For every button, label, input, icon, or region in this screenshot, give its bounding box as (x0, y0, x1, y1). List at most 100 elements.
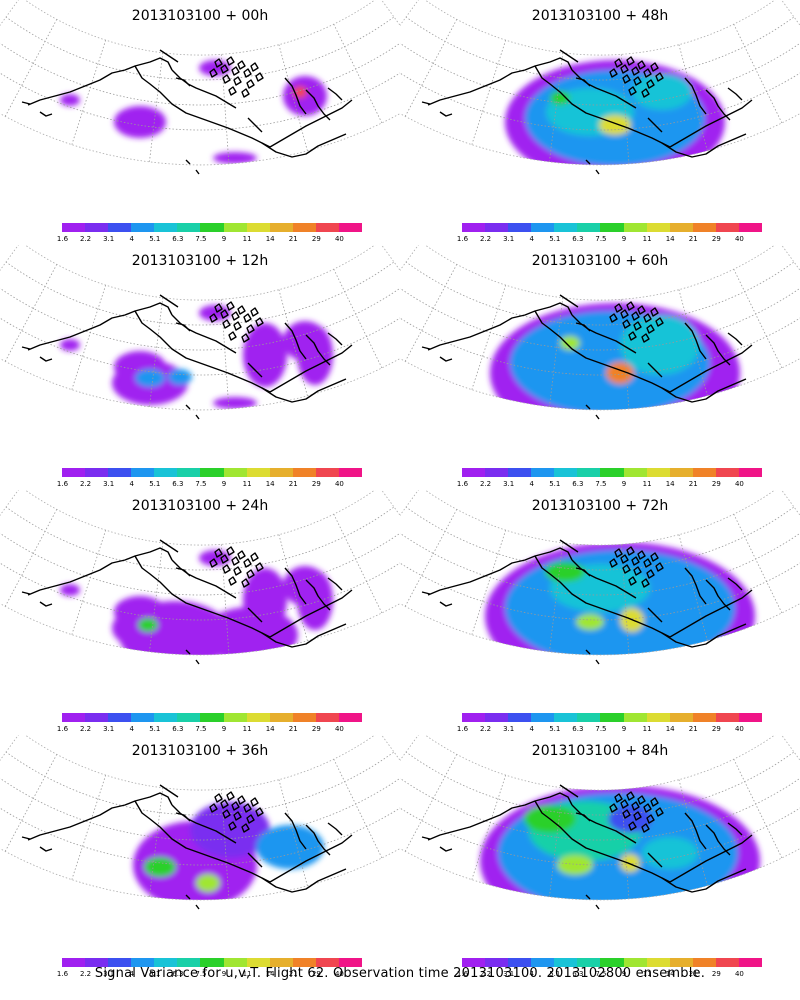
island (609, 313, 618, 323)
colorbar-swatch (577, 223, 601, 232)
colorbar-tick-label: 5.1 (549, 235, 561, 243)
island (231, 556, 240, 566)
island (233, 321, 242, 331)
colorbar-swatch (600, 713, 624, 722)
colorbar-tick-label: 1.6 (56, 725, 69, 733)
colorbar-tick-label: 40 (734, 725, 744, 733)
colorbar-tick-label: 11 (642, 235, 652, 243)
colorbar-tick-label: 1.6 (456, 235, 469, 243)
colorbar-tick-label: 21 (688, 725, 698, 733)
colorbar-swatch (131, 468, 155, 477)
colorbar-swatch (338, 223, 363, 232)
colorbar-swatch (246, 223, 270, 232)
colorbar-swatch (462, 223, 486, 232)
variance-contour (60, 584, 80, 596)
colorbar-swatch (269, 713, 293, 722)
colorbar (462, 223, 763, 232)
coastline (284, 322, 307, 360)
colorbar-tick-label: 40 (334, 970, 344, 978)
colorbar-swatch (62, 468, 86, 477)
colorbar-swatch (669, 713, 693, 722)
island (231, 311, 240, 321)
coastline (727, 822, 743, 836)
coastline (647, 852, 663, 868)
variance-field (60, 550, 333, 655)
colorbar-swatch (531, 713, 555, 722)
coastline (159, 49, 191, 87)
colorbar-tick-label: 21 (688, 970, 698, 978)
variance-map (0, 735, 400, 910)
map-panel: 2013103100 + 36h 1.6 2.2 3.1 4 5.1 6.3 7.5 9 11 14… (0, 735, 400, 980)
variance-map (400, 735, 800, 910)
colorbar-swatch (292, 713, 316, 722)
variance-contour (196, 874, 220, 892)
colorbar-swatch (108, 713, 132, 722)
coastline (559, 49, 591, 87)
colorbar-tick-label: 6.3 (172, 235, 184, 243)
variance-field (505, 60, 725, 165)
island (250, 307, 259, 317)
coastline (247, 607, 263, 623)
island (250, 552, 259, 562)
island (243, 313, 252, 323)
coastline (185, 894, 200, 910)
colorbar-tick-label: 29 (711, 725, 721, 733)
map-boundary (0, 0, 400, 166)
colorbar-tick-label: 29 (311, 480, 321, 488)
colorbar-tick-label: 14 (265, 235, 275, 243)
coastline (661, 378, 747, 403)
colorbar-swatch (315, 468, 339, 477)
coastline (159, 294, 191, 332)
colorbar-tick-label: 14 (265, 480, 275, 488)
colorbar-swatch (338, 958, 363, 967)
colorbar-swatch (646, 958, 670, 967)
colorbar-tick-label: 6.3 (172, 725, 184, 733)
colorbar-swatch (623, 713, 647, 722)
island (237, 795, 246, 805)
island (643, 803, 652, 813)
island (228, 576, 237, 586)
coastline (661, 133, 747, 158)
island (633, 811, 642, 821)
colorbar-tick-label: 6.3 (572, 970, 584, 978)
colorbar-tick-label: 7.5 (195, 480, 207, 488)
colorbar-tick-label: 40 (734, 235, 744, 243)
colorbar-swatch (623, 958, 647, 967)
island (614, 793, 623, 803)
colorbar-swatch (223, 223, 247, 232)
colorbar-swatch (292, 223, 316, 232)
coastline (261, 133, 347, 158)
island (246, 79, 255, 89)
coastline (21, 836, 53, 852)
coastline (647, 117, 663, 133)
colorbar-swatch (62, 958, 86, 967)
colorbar-swatch (738, 713, 763, 722)
coastline (585, 649, 600, 665)
map-panel: 2013103100 + 72h 1.6 2.2 3.1 4 5.1 6.3 7.5 9 11 14… (400, 490, 800, 735)
colorbar-swatch (554, 713, 578, 722)
colorbar-swatch (600, 223, 624, 232)
variance-contour (608, 805, 652, 833)
coastline (134, 555, 271, 638)
colorbar-swatch (338, 713, 363, 722)
island (222, 319, 231, 329)
colorbar-tick-label: 9 (621, 480, 627, 488)
island (220, 554, 229, 564)
colorbar (62, 713, 363, 722)
colorbar-tick-label: 2.2 (479, 725, 492, 733)
colorbar-swatch (315, 223, 339, 232)
colorbar-tick-label: 11 (242, 725, 252, 733)
variance-contour (168, 369, 192, 385)
graticule (0, 735, 400, 900)
coastline (27, 547, 173, 596)
colorbar-swatch (338, 468, 363, 477)
colorbar-tick-label: 11 (242, 480, 252, 488)
colorbar-tick-label: 21 (288, 725, 298, 733)
colorbar-tick-label: 21 (688, 480, 698, 488)
colorbar-tick-label: 3.1 (103, 725, 115, 733)
map-panel: 2013103100 + 00h 1.6 2.2 3.1 4 5.1 6.3 7.5 9 11 14… (0, 0, 400, 245)
island (646, 324, 655, 334)
variance-field (480, 785, 760, 900)
island (622, 74, 631, 84)
colorbar-tick-label: 1.6 (456, 480, 469, 488)
